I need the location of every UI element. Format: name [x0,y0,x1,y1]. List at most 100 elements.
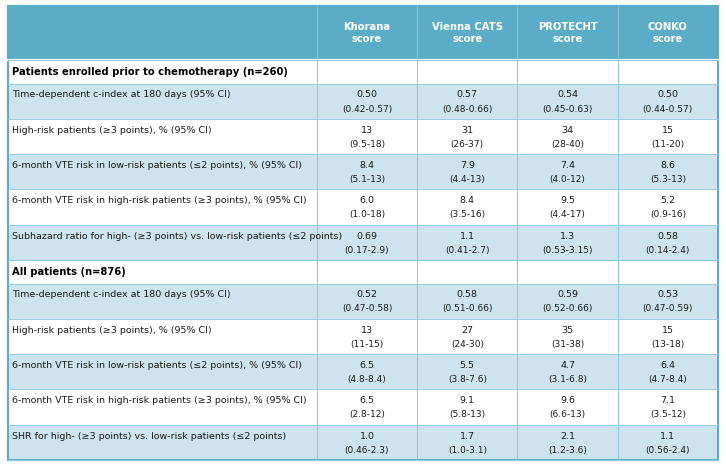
Bar [8,354,718,390]
Text: 31: 31 [461,126,473,135]
Text: Time-dependent c-index at 180 days (95% CI): Time-dependent c-index at 180 days (95% … [12,290,231,299]
Text: (0.41-2.7): (0.41-2.7) [445,246,489,255]
Text: Vienna CATS
score: Vienna CATS score [432,22,503,44]
Text: 6-month VTE risk in low-risk patients (≤2 points), % (95% CI): 6-month VTE risk in low-risk patients (≤… [12,361,302,370]
Text: 0.59: 0.59 [557,290,578,299]
Text: 15: 15 [662,326,674,335]
Text: (5.8-13): (5.8-13) [449,411,486,419]
Text: (6.6-13): (6.6-13) [550,411,586,419]
Text: Subhazard ratio for high- (≥3 points) vs. low-risk patients (≤2 points): Subhazard ratio for high- (≥3 points) vs… [12,232,342,240]
Text: (0.14-2.4): (0.14-2.4) [645,246,690,255]
Text: (4.8-8.4): (4.8-8.4) [348,375,386,384]
Text: (0.9-16): (0.9-16) [650,210,686,219]
Text: 7.1: 7.1 [661,396,675,405]
Text: 8.4: 8.4 [460,196,475,206]
Text: (4.0-12): (4.0-12) [550,175,585,184]
Bar [8,6,718,60]
Bar [8,119,718,154]
Text: 0.54: 0.54 [557,90,578,99]
Text: (0.48-0.66): (0.48-0.66) [442,104,492,114]
Text: 6-month VTE risk in high-risk patients (≥3 points), % (95% CI): 6-month VTE risk in high-risk patients (… [12,196,306,206]
Text: 35: 35 [561,326,574,335]
Bar [8,425,718,460]
Text: 6-month VTE risk in low-risk patients (≤2 points), % (95% CI): 6-month VTE risk in low-risk patients (≤… [12,161,302,170]
Text: (0.47-0.58): (0.47-0.58) [342,304,392,314]
Text: 9.1: 9.1 [460,396,475,405]
Text: 2.1: 2.1 [560,432,575,440]
Text: 1.1: 1.1 [661,432,675,440]
Text: (3.5-12): (3.5-12) [650,411,686,419]
Text: (31-38): (31-38) [551,340,584,349]
Text: 1.1: 1.1 [460,232,475,240]
Text: (13-18): (13-18) [651,340,685,349]
Text: 0.57: 0.57 [457,90,478,99]
Text: (0.44-0.57): (0.44-0.57) [643,104,693,114]
Bar [8,319,718,354]
Text: (1.2-3.6): (1.2-3.6) [548,445,587,455]
Text: 9.5: 9.5 [560,196,575,206]
Text: (3.1-6.8): (3.1-6.8) [548,375,587,384]
Text: High-risk patients (≥3 points), % (95% CI): High-risk patients (≥3 points), % (95% C… [12,126,211,135]
Text: 0.53: 0.53 [657,290,678,299]
Text: 6.0: 6.0 [359,196,375,206]
Text: 4.7: 4.7 [560,361,575,370]
Text: (11-15): (11-15) [351,340,383,349]
Text: (26-37): (26-37) [451,140,484,149]
Text: (0.46-2.3): (0.46-2.3) [345,445,389,455]
Text: 1.7: 1.7 [460,432,475,440]
Text: 0.50: 0.50 [356,90,378,99]
Text: 7.9: 7.9 [460,161,475,170]
Text: 34: 34 [561,126,574,135]
Text: Khorana
score: Khorana score [343,22,391,44]
Text: (24-30): (24-30) [451,340,484,349]
Text: 8.4: 8.4 [359,161,375,170]
Text: (4.4-13): (4.4-13) [449,175,485,184]
Text: 13: 13 [361,126,373,135]
Bar [8,284,718,319]
Text: 9.6: 9.6 [560,396,575,405]
Text: (3.5-16): (3.5-16) [449,210,486,219]
Text: (4.4-17): (4.4-17) [550,210,585,219]
Bar [8,190,718,225]
Text: (0.53-3.15): (0.53-3.15) [542,246,593,255]
Text: CONKO
score: CONKO score [648,22,688,44]
Text: (11-20): (11-20) [651,140,685,149]
Text: 0.52: 0.52 [356,290,378,299]
Text: 0.58: 0.58 [657,232,678,240]
Text: Time-dependent c-index at 180 days (95% CI): Time-dependent c-index at 180 days (95% … [12,90,231,99]
Bar [8,390,718,425]
Bar [8,260,718,284]
Text: (0.51-0.66): (0.51-0.66) [442,304,492,314]
Text: (2.8-12): (2.8-12) [349,411,385,419]
Text: 8.6: 8.6 [661,161,675,170]
Text: 13: 13 [361,326,373,335]
Text: (1.0-3.1): (1.0-3.1) [448,445,486,455]
Text: 0.69: 0.69 [356,232,378,240]
Text: 1.0: 1.0 [359,432,375,440]
Bar [8,225,718,260]
Bar [8,154,718,190]
Text: All patients (n=876): All patients (n=876) [12,267,126,277]
Text: 0.50: 0.50 [657,90,678,99]
Text: (9.5-18): (9.5-18) [349,140,385,149]
Text: 5.2: 5.2 [661,196,675,206]
Text: 6-month VTE risk in high-risk patients (≥3 points), % (95% CI): 6-month VTE risk in high-risk patients (… [12,396,306,405]
Text: 5.5: 5.5 [460,361,475,370]
Text: (3.8-7.6): (3.8-7.6) [448,375,486,384]
Text: (4.7-8.4): (4.7-8.4) [648,375,688,384]
Text: 0.58: 0.58 [457,290,478,299]
Text: (0.56-2.4): (0.56-2.4) [645,445,690,455]
Text: (5.1-13): (5.1-13) [349,175,385,184]
Text: (0.42-0.57): (0.42-0.57) [342,104,392,114]
Text: High-risk patients (≥3 points), % (95% CI): High-risk patients (≥3 points), % (95% C… [12,326,211,335]
Text: (0.52-0.66): (0.52-0.66) [542,304,592,314]
Bar [8,60,718,83]
Bar [8,83,718,119]
Text: (5.3-13): (5.3-13) [650,175,686,184]
Text: 7.4: 7.4 [560,161,575,170]
Text: SHR for high- (≥3 points) vs. low-risk patients (≤2 points): SHR for high- (≥3 points) vs. low-risk p… [12,432,286,440]
Text: 15: 15 [662,126,674,135]
Text: 27: 27 [461,326,473,335]
Text: (1.0-18): (1.0-18) [349,210,385,219]
Text: 6.5: 6.5 [359,396,375,405]
